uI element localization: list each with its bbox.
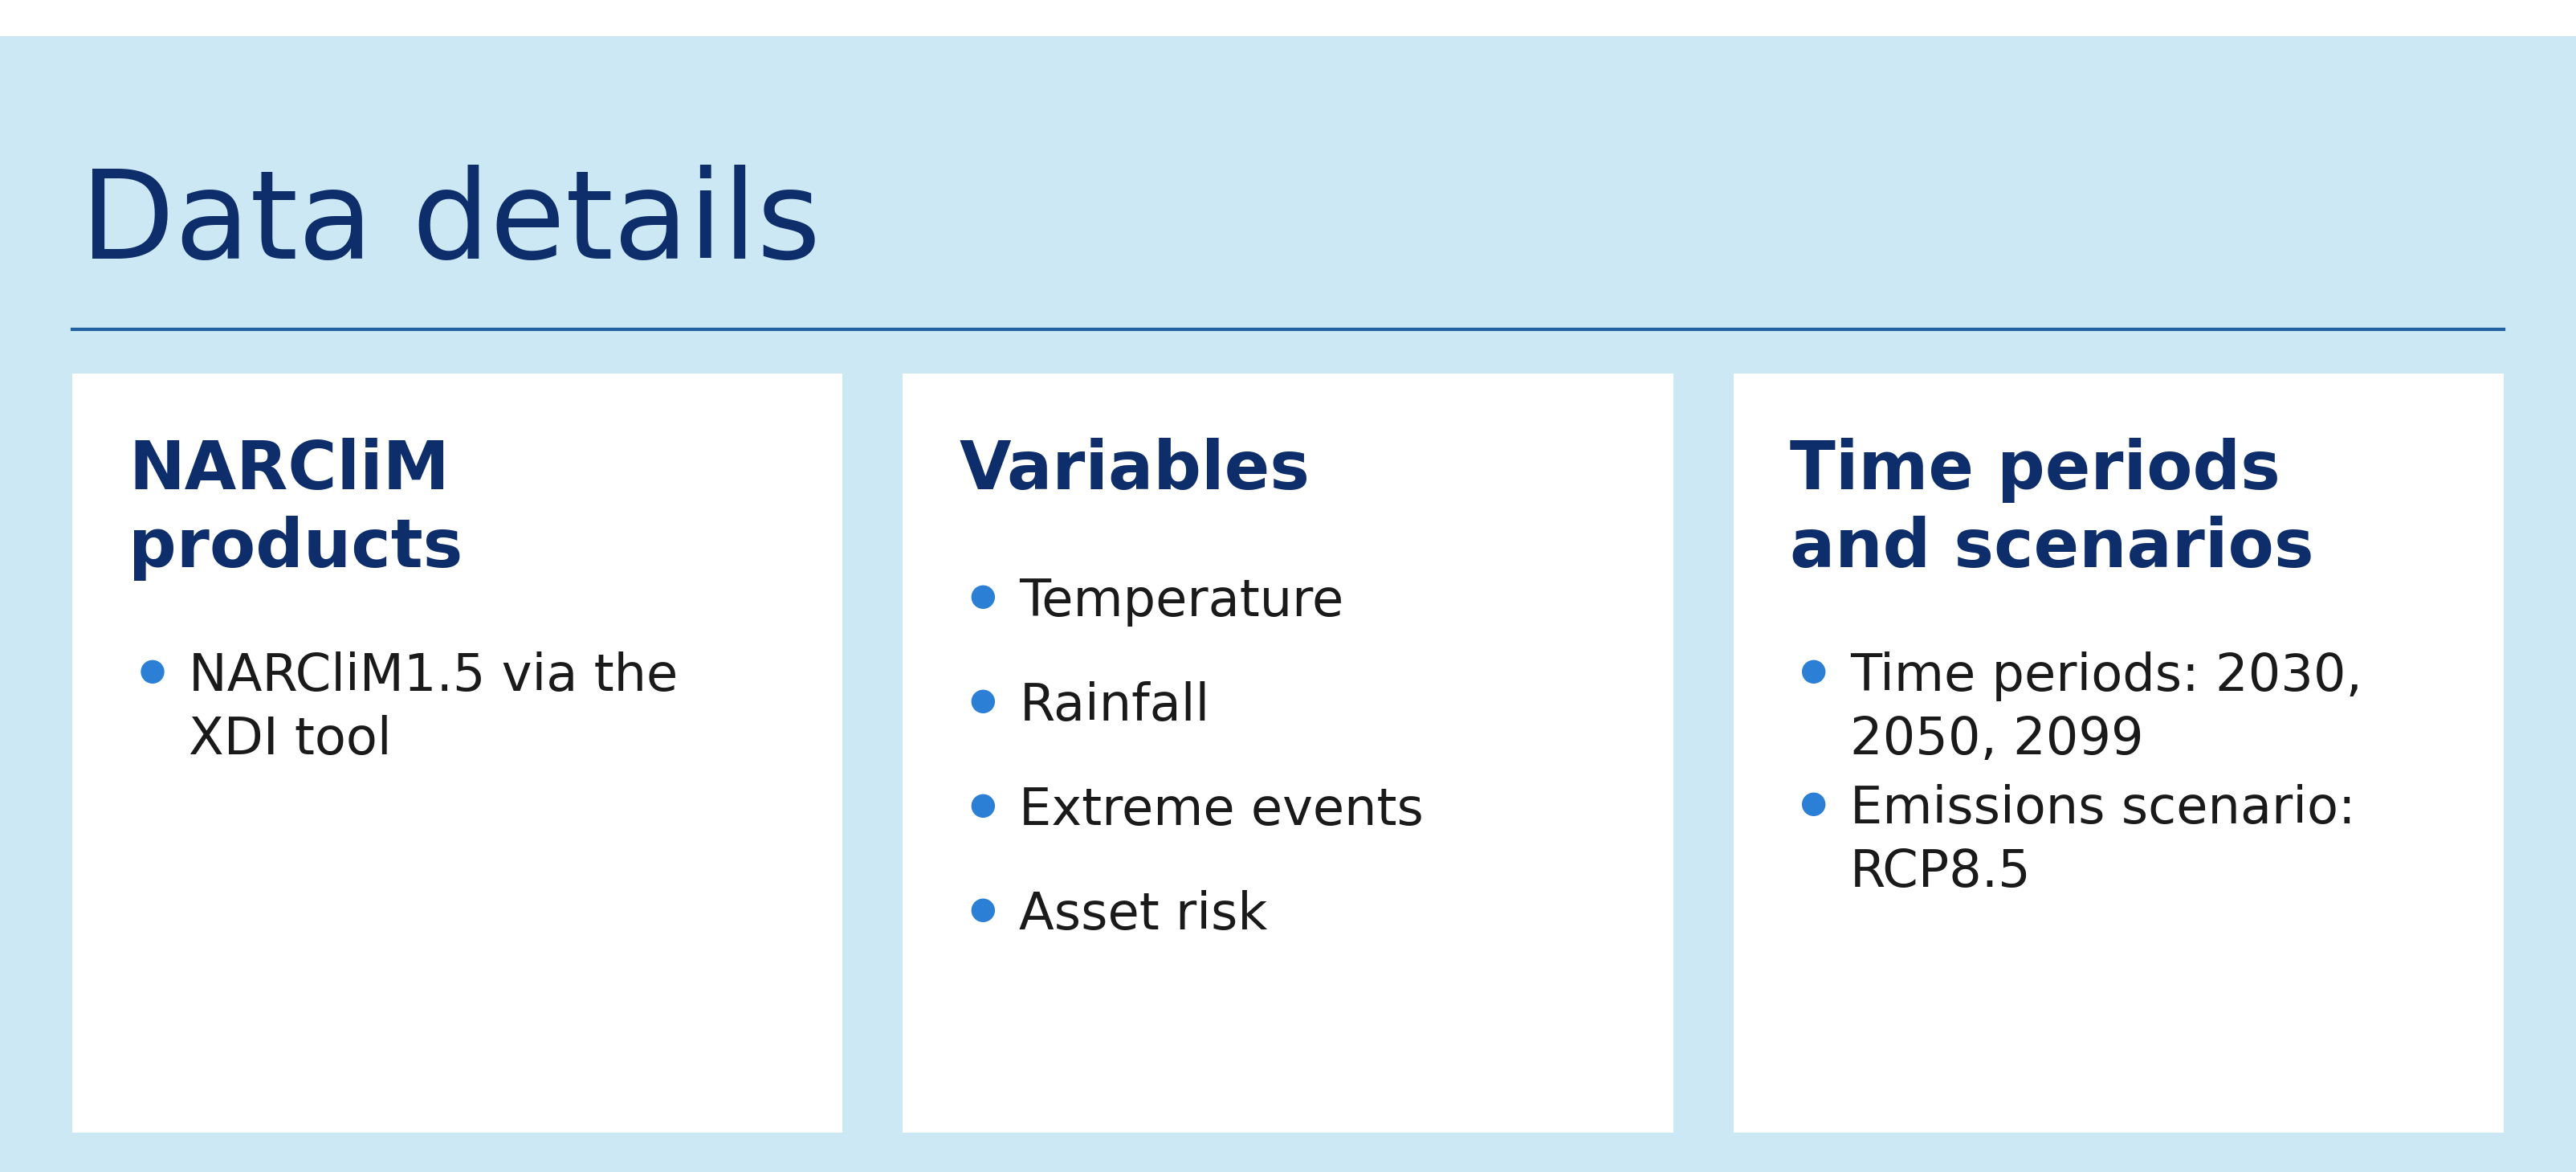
Text: Emissions scenario:
RCP8.5: Emissions scenario: RCP8.5 — [1850, 784, 2354, 898]
FancyBboxPatch shape — [902, 374, 1674, 1132]
FancyBboxPatch shape — [0, 0, 2576, 36]
FancyBboxPatch shape — [1734, 374, 2504, 1132]
Circle shape — [1803, 793, 1824, 816]
Circle shape — [971, 586, 994, 608]
Text: Asset risk: Asset risk — [1020, 890, 1267, 940]
Circle shape — [1803, 661, 1824, 683]
Circle shape — [971, 899, 994, 921]
Text: Variables: Variables — [958, 438, 1311, 503]
Text: NARCliM
products: NARCliM products — [129, 438, 464, 581]
Text: Temperature: Temperature — [1020, 577, 1345, 627]
FancyBboxPatch shape — [72, 374, 842, 1132]
Text: Data details: Data details — [80, 165, 822, 285]
Circle shape — [971, 795, 994, 817]
Text: Time periods: 2030,
2050, 2099: Time periods: 2030, 2050, 2099 — [1850, 652, 2362, 765]
Text: Rainfall: Rainfall — [1020, 681, 1211, 731]
Text: Extreme events: Extreme events — [1020, 785, 1425, 836]
Text: NARCliM1.5 via the
XDI tool: NARCliM1.5 via the XDI tool — [188, 652, 677, 765]
Text: Time periods
and scenarios: Time periods and scenarios — [1790, 438, 2313, 581]
Circle shape — [142, 661, 165, 683]
Circle shape — [971, 690, 994, 713]
